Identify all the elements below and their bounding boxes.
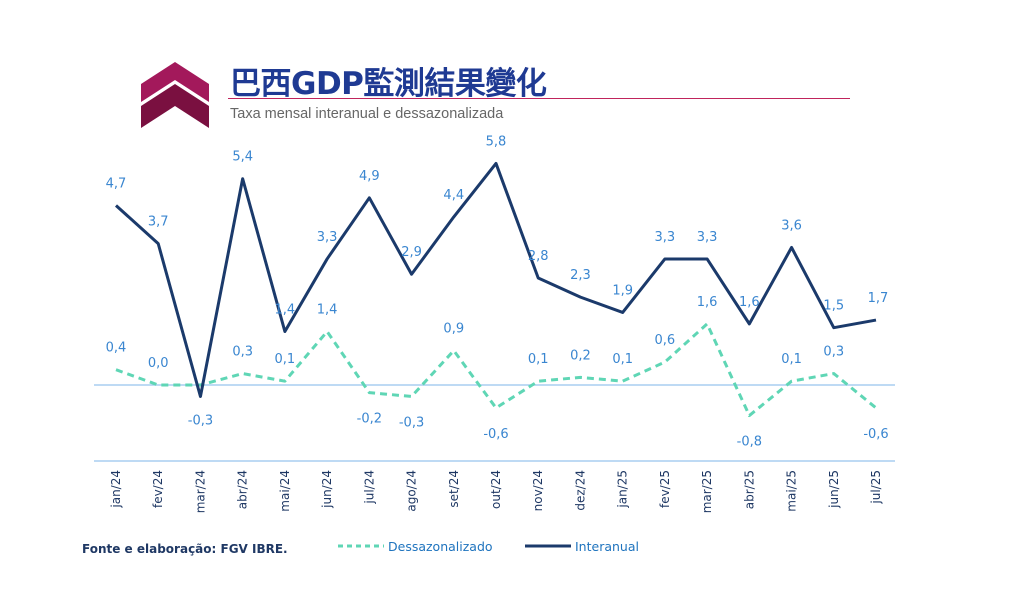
x-tick-label: jun/24	[320, 470, 334, 509]
data-label-dessazonalizado: 0,1	[781, 352, 802, 367]
x-tick-label: dez/24	[573, 470, 587, 511]
data-label-dessazonalizado: 0,3	[232, 345, 253, 360]
data-label-dessazonalizado: -0,2	[357, 412, 382, 427]
data-label-interanual: 2,8	[528, 249, 549, 264]
x-tick-label: jan/24	[109, 470, 123, 509]
title-divider	[228, 98, 850, 99]
data-label-dessazonalizado: 0,1	[275, 352, 296, 367]
data-label-interanual: 5,4	[232, 150, 253, 165]
page-subtitle: Taxa mensal interanual e dessazonalizada	[230, 106, 504, 122]
data-label-interanual: 3,3	[317, 230, 338, 245]
x-tick-label: nov/24	[531, 470, 545, 511]
source-note: Fonte e elaboração: FGV IBRE.	[82, 542, 288, 556]
data-label-dessazonalizado: 0,9	[443, 322, 464, 337]
x-tick-label: jul/24	[362, 470, 376, 505]
data-label-interanual: 4,4	[443, 188, 464, 203]
data-label-dessazonalizado: 0,6	[655, 333, 676, 348]
logo-icon	[141, 62, 209, 128]
data-label-interanual: 2,9	[401, 245, 422, 260]
data-label-dessazonalizado: 0,0	[148, 356, 169, 371]
data-label-interanual: -0,3	[188, 413, 213, 428]
data-label-interanual: 3,6	[781, 218, 802, 233]
data-label-dessazonalizado: 0,1	[612, 352, 633, 367]
data-label-dessazonalizado: 0,3	[823, 345, 844, 360]
legend-label-seasonal: Dessazonalizado	[388, 538, 493, 554]
x-tick-label: abr/24	[236, 470, 250, 509]
data-label-interanual: 4,7	[106, 176, 127, 191]
legend-dashed-line-icon	[338, 544, 384, 548]
x-tick-label: fev/25	[658, 470, 672, 508]
data-label-dessazonalizado: 0,2	[570, 348, 591, 363]
x-tick-label: set/24	[447, 470, 461, 508]
data-label-dessazonalizado: -0,6	[863, 427, 888, 442]
data-label-interanual: 3,7	[148, 215, 169, 230]
data-label-dessazonalizado: 0,4	[106, 341, 127, 356]
data-label-interanual: 3,3	[697, 230, 718, 245]
logo-chevron-back	[141, 62, 209, 102]
x-tick-label: mar/24	[193, 470, 207, 513]
data-label-interanual: 1,6	[739, 295, 760, 310]
data-label-interanual: 2,3	[570, 268, 591, 283]
legend-solid-line-icon	[525, 544, 571, 548]
data-label-dessazonalizado: 1,4	[317, 303, 338, 318]
data-label-interanual: 5,8	[486, 134, 507, 149]
x-tick-label: abr/25	[742, 470, 756, 509]
data-label-interanual: 1,7	[868, 291, 889, 306]
x-tick-label: jan/25	[616, 470, 630, 509]
data-label-dessazonalizado: -0,6	[483, 427, 508, 442]
x-tick-label: jun/25	[827, 470, 841, 509]
series-line-dessazonalizado	[115, 322, 877, 418]
legend-item-interannual: Interanual	[525, 536, 639, 556]
page-title: 巴西GDP監測結果變化	[230, 66, 547, 102]
data-label-interanual: 4,9	[359, 169, 380, 184]
data-label-interanual: 1,4	[275, 303, 296, 318]
data-label-dessazonalizado: 0,1	[528, 352, 549, 367]
data-label-dessazonalizado: -0,8	[737, 435, 762, 450]
data-label-interanual: 1,5	[823, 299, 844, 314]
data-label-dessazonalizado: -0,3	[399, 415, 424, 430]
logo-chevron-front	[141, 84, 209, 128]
x-tick-label: out/24	[489, 470, 503, 509]
data-label-interanual: 1,9	[612, 283, 633, 298]
x-tick-label: mai/24	[278, 470, 292, 512]
x-tick-label: mar/25	[700, 470, 714, 513]
x-tick-label: fev/24	[151, 470, 165, 508]
data-label-interanual: 3,3	[655, 230, 676, 245]
legend-item-seasonal: Dessazonalizado	[338, 536, 493, 556]
x-tick-label: jul/25	[869, 470, 883, 505]
series-line-interanual	[114, 161, 877, 398]
legend-label-interannual: Interanual	[575, 538, 639, 554]
x-tick-label: mai/25	[785, 470, 799, 512]
x-tick-label: ago/24	[405, 470, 419, 512]
data-label-dessazonalizado: 1,6	[697, 295, 718, 310]
